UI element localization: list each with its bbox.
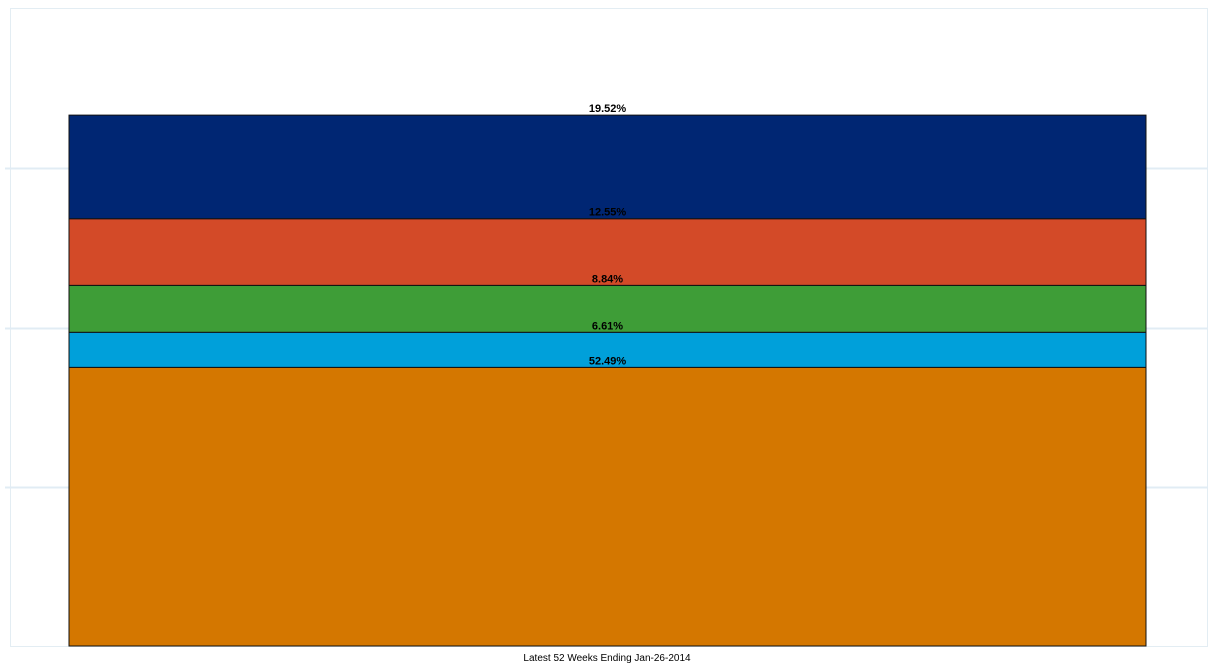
data-label: 8.84%: [592, 273, 623, 285]
bar-segment-1: [68, 366, 1147, 647]
data-label: 19.52%: [589, 103, 627, 115]
data-label: 12.55%: [589, 207, 627, 219]
data-labels: 52.49% 6.61% 8.84% 12.55% 19.52%: [589, 103, 627, 367]
data-label: 52.49%: [589, 355, 627, 367]
data-label: 6.61%: [592, 320, 623, 332]
bar-segment-3: [68, 284, 1147, 333]
bar-segments: [68, 114, 1147, 647]
bar-segment-4: [68, 218, 1147, 286]
bar-segment-5: [68, 114, 1147, 220]
x-axis: Latest 52 Weeks Ending Jan-26-2014: [523, 653, 691, 664]
x-tick-label: Latest 52 Weeks Ending Jan-26-2014: [523, 653, 691, 664]
